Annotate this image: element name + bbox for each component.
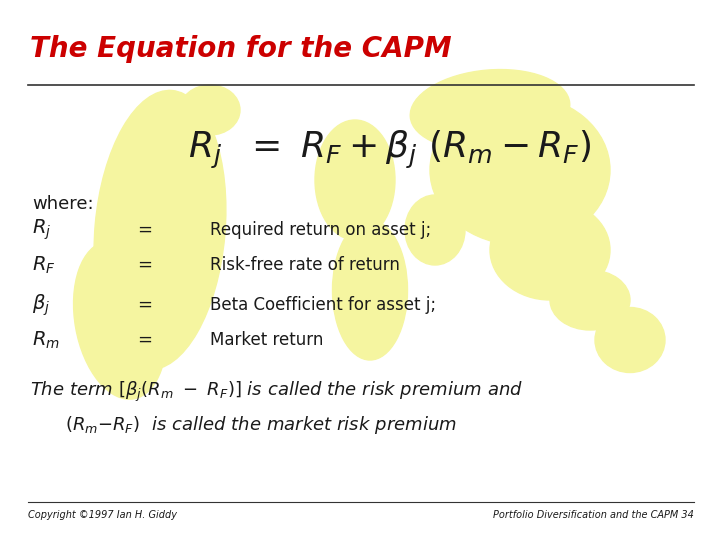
Text: $R_F$: $R_F$ bbox=[32, 254, 55, 275]
Ellipse shape bbox=[94, 90, 226, 369]
Ellipse shape bbox=[180, 85, 240, 135]
Ellipse shape bbox=[550, 270, 630, 330]
Text: Copyright ©1997 Ian H. Giddy: Copyright ©1997 Ian H. Giddy bbox=[28, 510, 177, 520]
Ellipse shape bbox=[595, 307, 665, 373]
Ellipse shape bbox=[333, 220, 408, 360]
Text: $R_j\ \ =\ R_F + \beta_j\ (R_m - R_F)$: $R_j\ \ =\ R_F + \beta_j\ (R_m - R_F)$ bbox=[189, 129, 592, 171]
Ellipse shape bbox=[490, 200, 610, 300]
Text: Required return on asset j;: Required return on asset j; bbox=[210, 221, 431, 239]
Text: $\beta_j$: $\beta_j$ bbox=[32, 292, 50, 318]
Text: Risk-free rate of return: Risk-free rate of return bbox=[210, 256, 400, 274]
Text: $R_j$: $R_j$ bbox=[32, 218, 51, 242]
Text: $R_m$: $R_m$ bbox=[32, 329, 60, 350]
Text: $\it{The\ term\ [\beta_j(R_m\ -\ R_F)]\ is\ called\ the\ risk\ premium\ and}$: $\it{The\ term\ [\beta_j(R_m\ -\ R_F)]\ … bbox=[30, 380, 523, 404]
Ellipse shape bbox=[410, 70, 570, 151]
Text: =: = bbox=[138, 331, 153, 349]
Ellipse shape bbox=[73, 241, 166, 399]
Text: =: = bbox=[138, 221, 153, 239]
Text: where:: where: bbox=[32, 195, 94, 213]
Text: Portfolio Diversification and the CAPM 34: Portfolio Diversification and the CAPM 3… bbox=[493, 510, 694, 520]
Text: =: = bbox=[138, 256, 153, 274]
Text: Market return: Market return bbox=[210, 331, 323, 349]
Ellipse shape bbox=[315, 120, 395, 240]
Text: The Equation for the CAPM: The Equation for the CAPM bbox=[30, 35, 451, 63]
Ellipse shape bbox=[430, 95, 610, 245]
Text: $\it{(R_m\mathrm{-}R_F)\ \ is\ called\ the\ market\ risk\ premium}$: $\it{(R_m\mathrm{-}R_F)\ \ is\ called\ t… bbox=[65, 414, 456, 436]
Ellipse shape bbox=[405, 195, 465, 265]
Text: =: = bbox=[138, 296, 153, 314]
Text: Beta Coefficient for asset j;: Beta Coefficient for asset j; bbox=[210, 296, 436, 314]
